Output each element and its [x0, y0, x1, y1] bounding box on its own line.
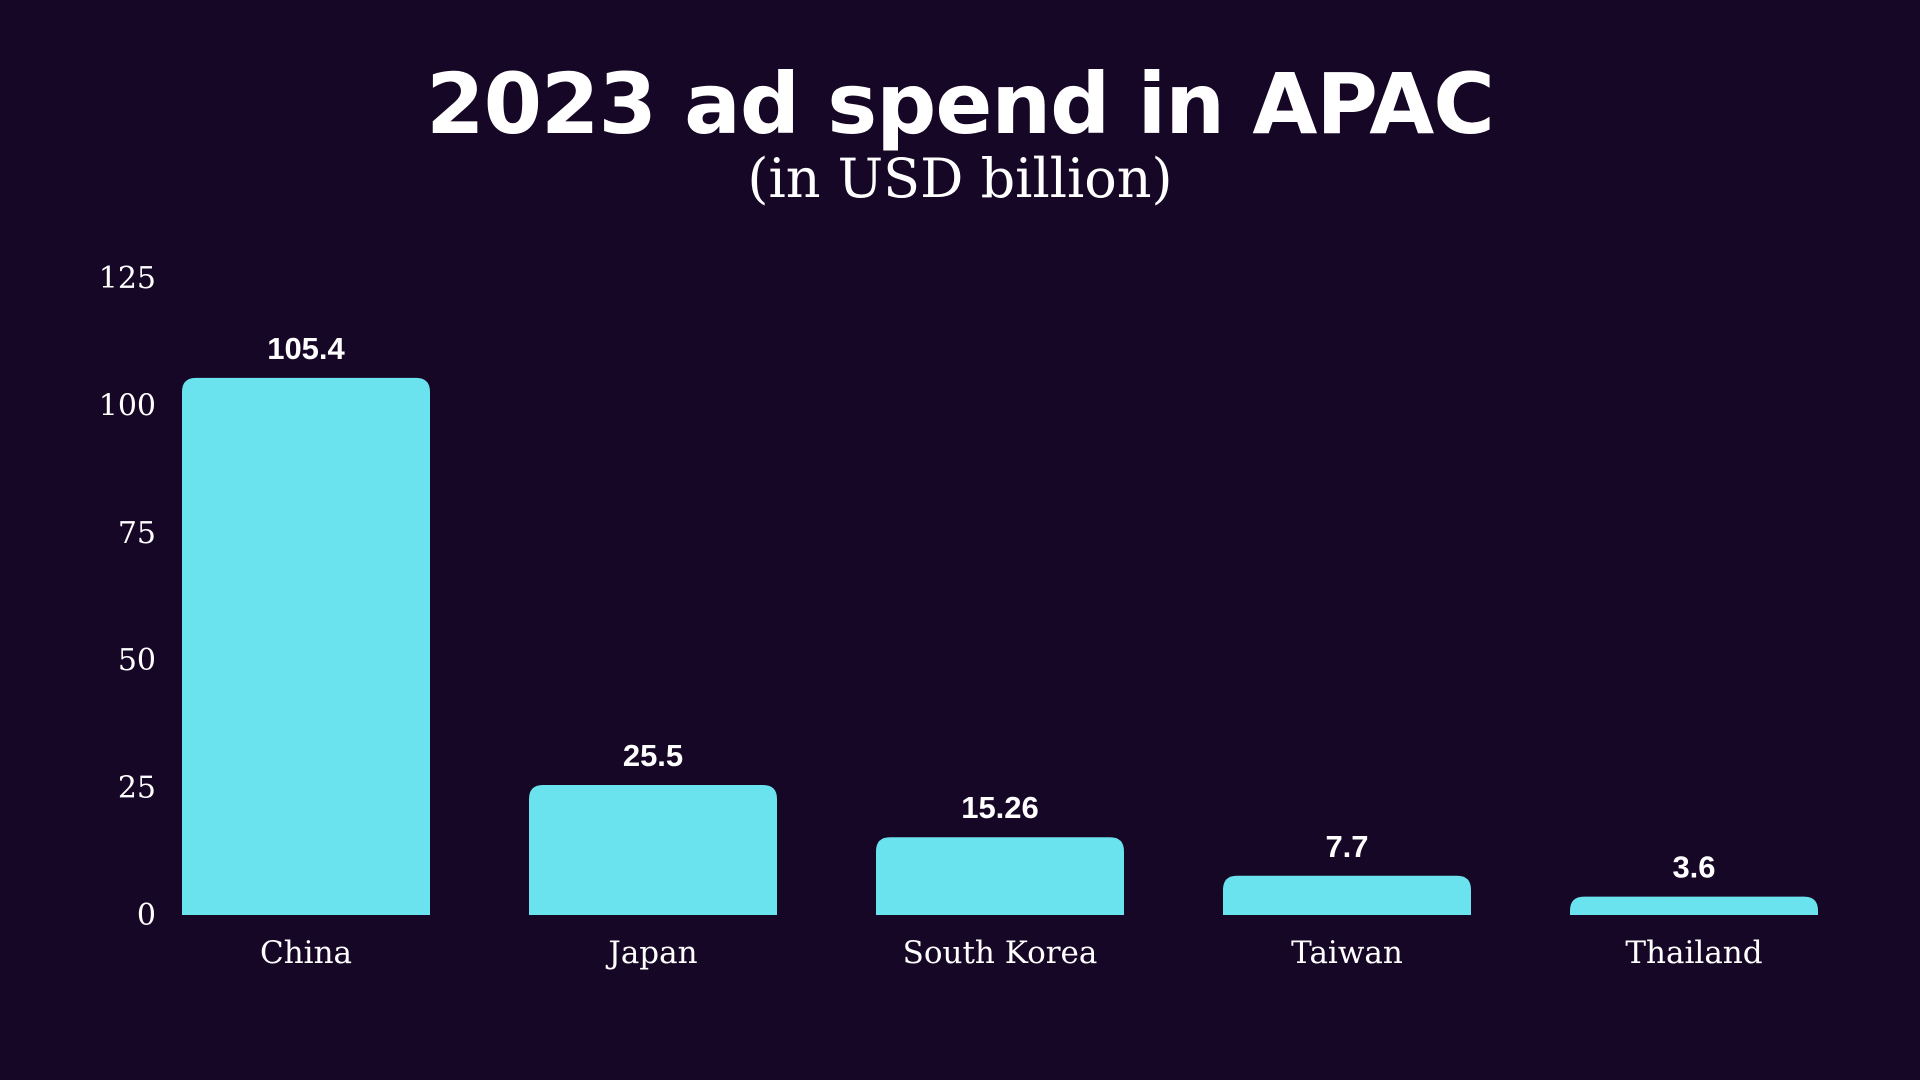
y-tick-label: 0: [137, 898, 156, 933]
bar-thailand: [1570, 896, 1818, 915]
data-label: 105.4: [267, 331, 345, 366]
chart-subtitle: (in USD billion): [747, 147, 1173, 210]
y-tick-label: 125: [99, 261, 156, 296]
bar-china: [182, 377, 430, 915]
x-tick-label: Taiwan: [1291, 935, 1403, 971]
x-tick-label: Japan: [605, 935, 697, 971]
y-tick-label: 100: [99, 388, 156, 423]
x-tick-label: South Korea: [903, 935, 1098, 971]
y-tick-label: 25: [118, 771, 156, 806]
bar-japan: [529, 785, 777, 915]
x-tick-label: Thailand: [1625, 935, 1762, 971]
chart-title: 2023 ad spend in APAC: [426, 55, 1495, 153]
bar-taiwan: [1223, 875, 1471, 915]
data-label: 3.6: [1672, 850, 1715, 885]
data-label: 15.26: [961, 790, 1039, 825]
y-tick-label: 75: [118, 516, 156, 551]
bar-south-korea: [876, 837, 1124, 915]
y-tick-label: 50: [118, 643, 156, 678]
data-label: 25.5: [623, 738, 683, 773]
x-tick-label: China: [260, 935, 352, 971]
data-label: 7.7: [1325, 829, 1368, 864]
